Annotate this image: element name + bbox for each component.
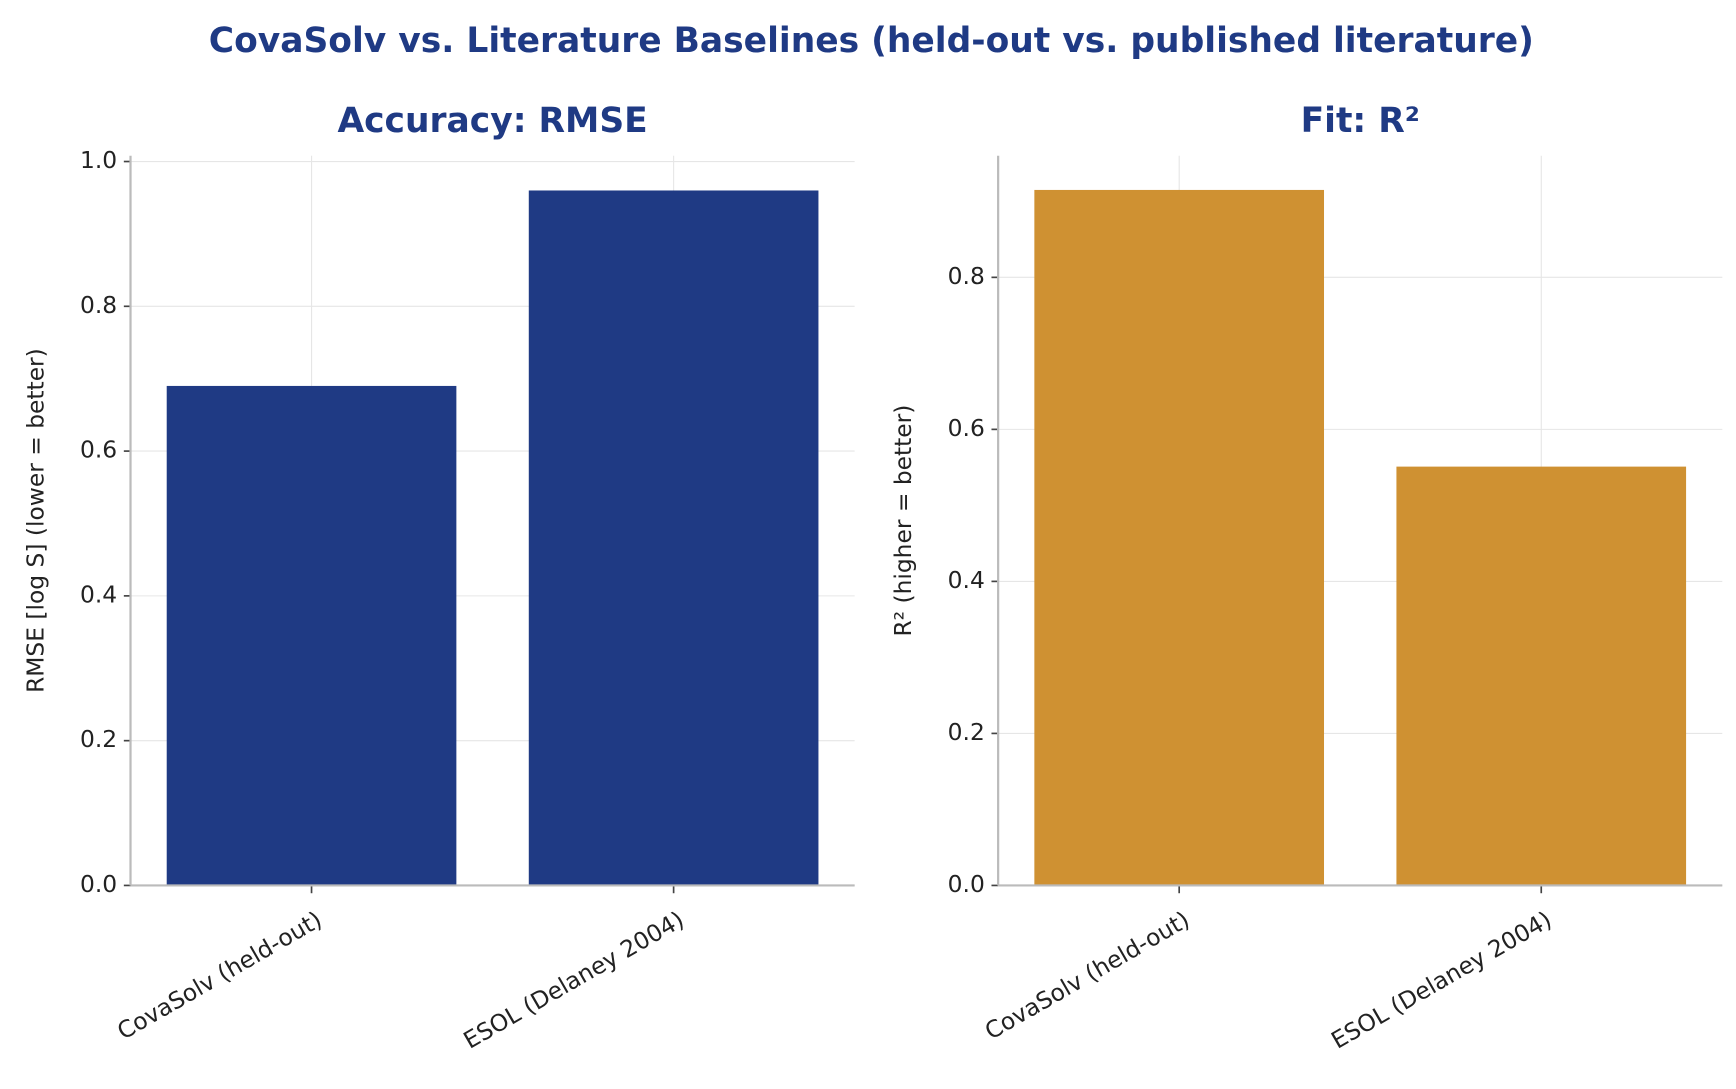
x-tick-label: ESOL (Delaney 2004) [459, 905, 689, 1054]
subplot-title: Accuracy: RMSE [337, 101, 647, 141]
bar [166, 385, 457, 886]
y-axis-label: RMSE [log S] (lower = better) [22, 348, 50, 693]
y-tick-label: 0.6 [80, 436, 117, 464]
bar [528, 190, 819, 886]
y-tick-label: 0.0 [80, 870, 117, 898]
x-tick-label: CovaSolv (held-out) [112, 905, 326, 1045]
y-tick-label: 1.0 [80, 146, 117, 174]
y-axis-label: R² (higher = better) [889, 405, 917, 637]
y-tick-label: 0.8 [80, 291, 117, 319]
y-tick-label: 0.8 [948, 262, 985, 290]
y-tick-label: 0.0 [948, 870, 985, 898]
y-tick-label: 0.6 [948, 414, 985, 442]
bar [1034, 189, 1325, 886]
y-tick-label: 0.4 [80, 580, 117, 608]
bar [1396, 466, 1687, 886]
x-tick-label: ESOL (Delaney 2004) [1326, 905, 1556, 1054]
y-tick-label: 0.4 [948, 566, 985, 594]
y-tick-label: 0.2 [80, 725, 117, 753]
y-tick-label: 0.2 [948, 718, 985, 746]
figure-title: CovaSolv vs. Literature Baselines (held-… [209, 21, 1534, 61]
subplot-title: Fit: R² [1301, 101, 1420, 141]
x-tick-label: CovaSolv (held-out) [980, 905, 1194, 1045]
